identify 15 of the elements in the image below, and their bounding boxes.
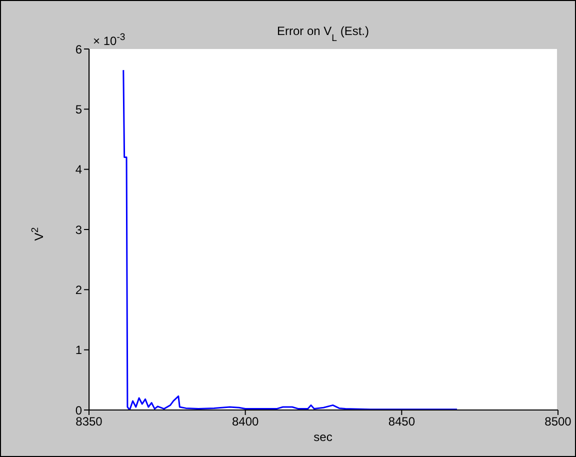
x-axis-title: sec bbox=[314, 430, 332, 444]
x-tick-label: 8450 bbox=[388, 414, 416, 429]
chart-title: Error on V$_{L}$ (Est.) bbox=[276, 24, 370, 44]
y-tick-label: 5 bbox=[75, 102, 82, 116]
y-tick-label: 2 bbox=[75, 282, 82, 297]
x-tick-label: 8400 bbox=[232, 414, 260, 429]
y-tick-label: 0 bbox=[75, 403, 82, 418]
line-series bbox=[122, 69, 458, 410]
y-tick-label: 1 bbox=[75, 343, 82, 358]
x-tick-label: 8350 bbox=[76, 414, 103, 429]
x-tick-label: 8500 bbox=[544, 414, 572, 429]
y-tick-label: 4 bbox=[75, 162, 82, 177]
y-tick-label: 6 bbox=[75, 42, 82, 56]
text: × 10$^{-3}$ bbox=[93, 32, 126, 48]
y-tick-label: 3 bbox=[75, 222, 82, 237]
